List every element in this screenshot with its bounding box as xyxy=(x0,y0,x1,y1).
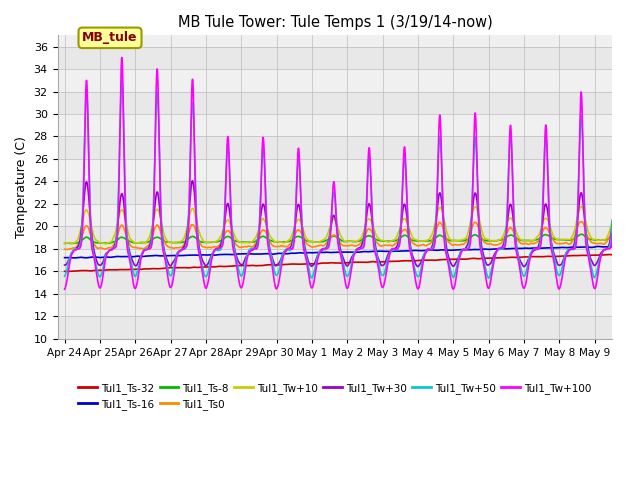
Title: MB Tule Tower: Tule Temps 1 (3/19/14-now): MB Tule Tower: Tule Temps 1 (3/19/14-now… xyxy=(177,15,492,30)
Text: MB_tule: MB_tule xyxy=(83,31,138,44)
Bar xyxy=(58,92,612,114)
Bar xyxy=(58,24,612,47)
Bar xyxy=(58,227,612,249)
Bar xyxy=(58,181,612,204)
Bar xyxy=(58,136,612,159)
Bar xyxy=(58,249,612,271)
Bar xyxy=(58,47,612,69)
Bar xyxy=(58,69,612,92)
Bar xyxy=(58,316,612,339)
Bar xyxy=(58,204,612,227)
Bar xyxy=(58,271,612,294)
Bar xyxy=(58,294,612,316)
Legend: Tul1_Ts-32, Tul1_Ts-16, Tul1_Ts-8, Tul1_Ts0, Tul1_Tw+10, Tul1_Tw+30, Tul1_Tw+50,: Tul1_Ts-32, Tul1_Ts-16, Tul1_Ts-8, Tul1_… xyxy=(74,379,596,414)
Bar xyxy=(58,114,612,136)
Y-axis label: Temperature (C): Temperature (C) xyxy=(15,136,28,238)
Bar xyxy=(58,159,612,181)
